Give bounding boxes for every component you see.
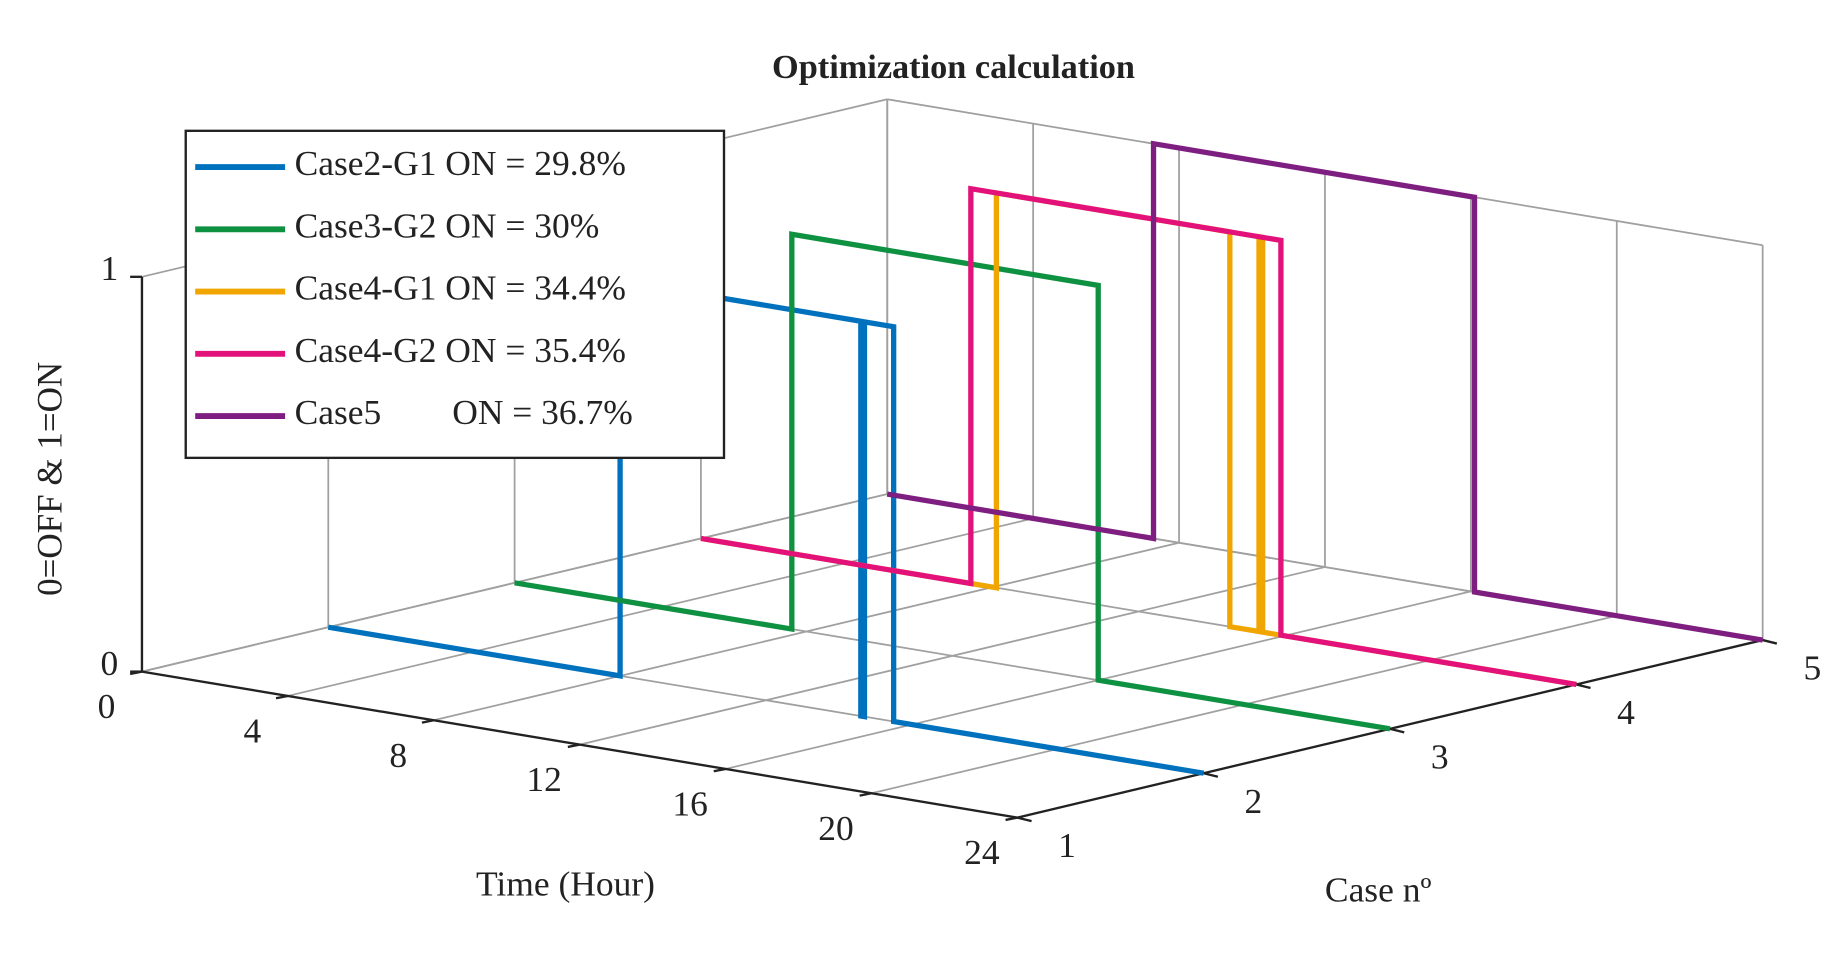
x-tick-label: 24 — [964, 833, 1000, 872]
grid-line — [141, 493, 888, 673]
y-tick — [1389, 727, 1405, 734]
z-axis-label: 0=OFF & 1=ON — [30, 362, 69, 596]
legend-label: Case5 ON = 36.7% — [295, 393, 633, 432]
legend-label: Case3-G2 ON = 30% — [295, 207, 600, 246]
legend: Case2-G1 ON = 29.8% Case3-G2 ON = 30% Case… — [184, 129, 726, 460]
x-tick-label: 16 — [672, 785, 707, 824]
y-tick-label: 3 — [1431, 738, 1449, 777]
legend-label: Case2-G1 ON = 29.8% — [295, 144, 626, 183]
y-tick-label: 2 — [1245, 782, 1263, 821]
x-tick — [275, 694, 289, 700]
x-tick-label: 12 — [526, 760, 561, 799]
x-tick-label: 20 — [818, 809, 853, 848]
series-line — [886, 140, 1764, 643]
legend-label: Case4-G1 ON = 34.4% — [295, 269, 626, 308]
x-tick-label: 0 — [98, 687, 116, 726]
series-line — [327, 277, 1205, 776]
x-tick-label: 8 — [389, 736, 407, 775]
x-tick — [713, 767, 726, 773]
legend-label: Case4-G2 ON = 35.4% — [295, 331, 626, 370]
chart-title: Optimization calculation — [772, 49, 1135, 86]
grid-line — [579, 566, 1326, 746]
y-axis-label: Case nº — [1325, 871, 1432, 910]
z-tick-label: 1 — [101, 249, 119, 288]
x-tick — [567, 743, 580, 749]
y-tick — [1017, 816, 1032, 823]
plot: Optimization calculation Time (Hour) Cas… — [30, 49, 1821, 909]
y-tick — [1576, 683, 1591, 690]
x-tick — [421, 719, 434, 724]
series-line — [700, 185, 1577, 688]
y-tick-label: 1 — [1058, 826, 1076, 865]
y-tick — [1762, 638, 1778, 645]
y-tick-label: 5 — [1803, 649, 1821, 688]
z-tick-label: 0 — [101, 644, 119, 683]
series-line — [700, 189, 1577, 688]
series-line — [514, 231, 1391, 732]
y-tick-label: 4 — [1617, 693, 1635, 732]
y-tick — [1203, 772, 1219, 778]
x-tick — [1005, 816, 1018, 822]
x-axis-label: Time (Hour) — [476, 865, 655, 904]
grid-line — [433, 541, 1180, 722]
x-tick-label: 4 — [244, 712, 262, 751]
x-tick — [859, 792, 872, 797]
